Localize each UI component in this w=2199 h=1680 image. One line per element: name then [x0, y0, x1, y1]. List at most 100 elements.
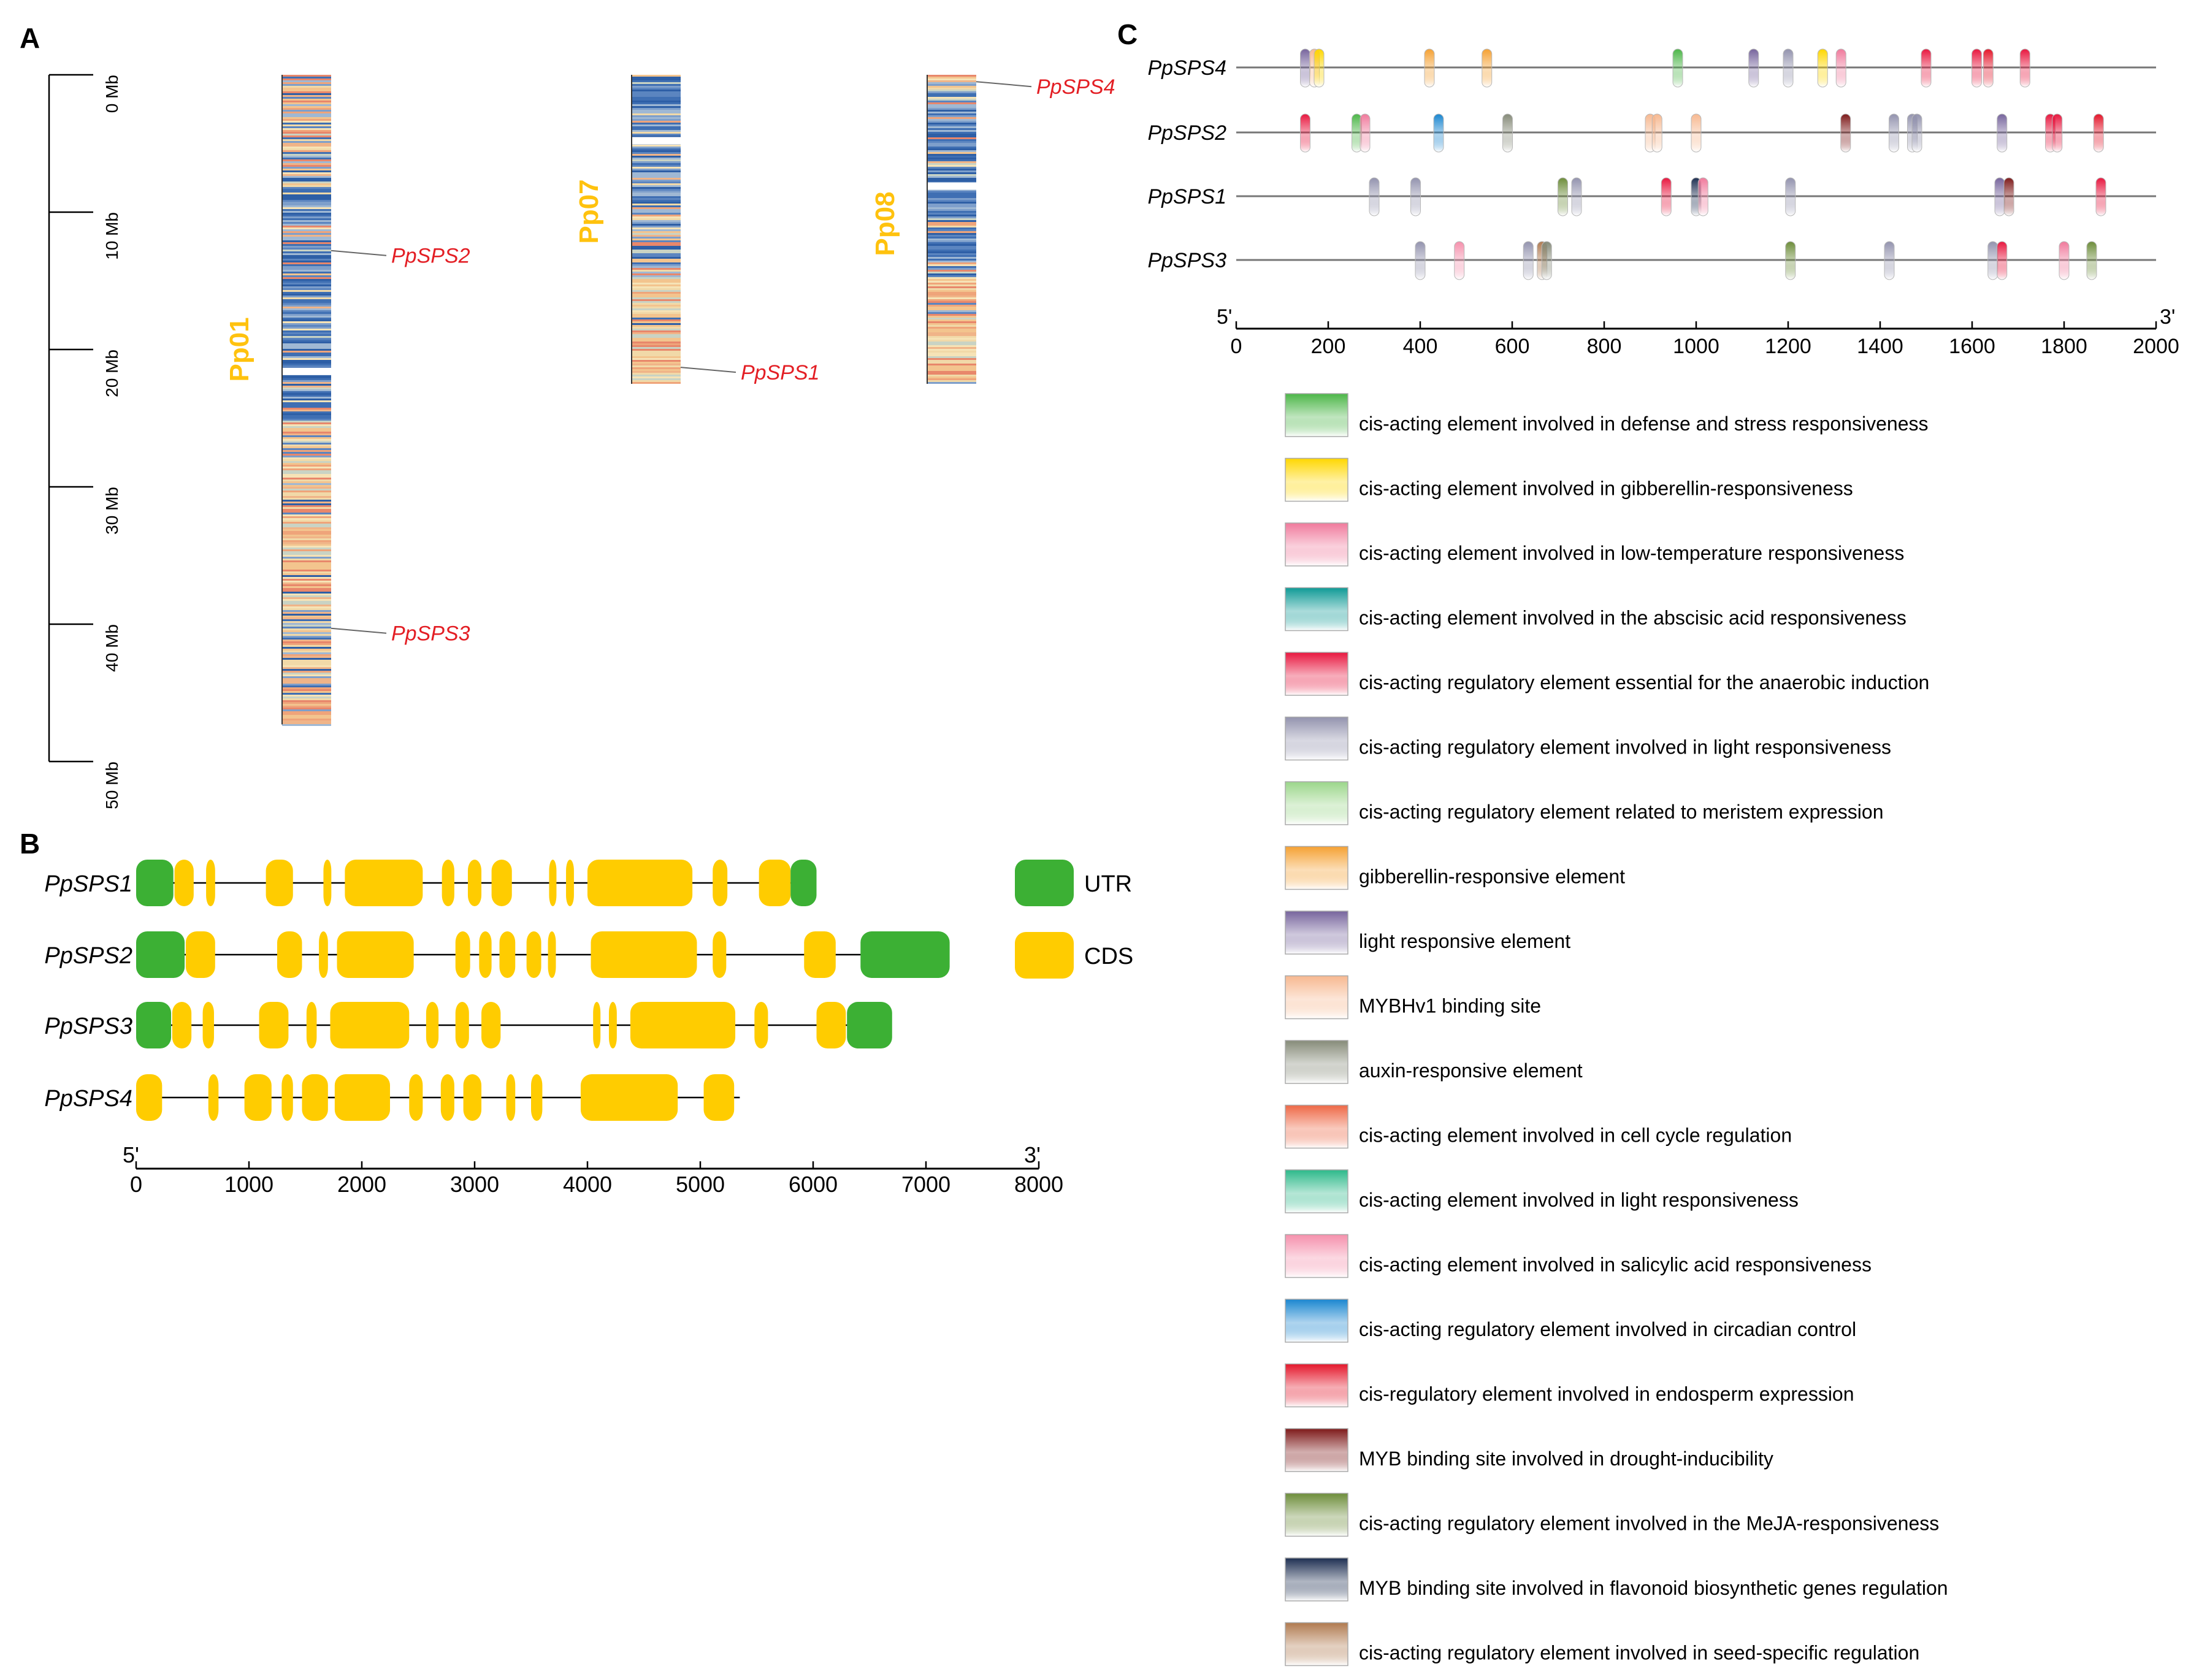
- density-band: [282, 128, 331, 130]
- density-band: [927, 281, 976, 283]
- density-band: [282, 211, 331, 213]
- density-band: [282, 305, 331, 307]
- density-band: [282, 529, 331, 531]
- density-band: [282, 413, 331, 415]
- density-band: [927, 88, 976, 90]
- density-band: [282, 408, 331, 410]
- density-band: [632, 242, 681, 244]
- density-band: [927, 259, 976, 261]
- axis-tick-label: 1600: [1949, 335, 1995, 358]
- density-band: [282, 113, 331, 115]
- density-band: [282, 250, 331, 251]
- density-band: [927, 172, 976, 174]
- density-band: [282, 207, 331, 209]
- density-band: [282, 542, 331, 544]
- density-band: [282, 290, 331, 292]
- legend-label: cis-acting element involved in salicylic…: [1359, 1254, 1872, 1276]
- axis-tick-label: 2000: [2133, 335, 2179, 358]
- density-band: [282, 130, 331, 132]
- legend-label: cis-acting element involved in defense a…: [1359, 413, 1929, 435]
- density-band: [632, 284, 681, 286]
- density-band: [282, 332, 331, 334]
- cis-element-mark: [1523, 241, 1534, 280]
- density-band: [282, 216, 331, 218]
- density-band: [927, 150, 976, 152]
- density-band: [927, 373, 976, 375]
- density-band: [927, 215, 976, 216]
- axis-tick-label: 4000: [563, 1172, 612, 1197]
- density-band: [632, 112, 681, 113]
- cis-element-mark: [1840, 113, 1851, 153]
- density-band: [927, 371, 976, 373]
- density-band: [282, 82, 331, 84]
- density-band: [282, 384, 331, 386]
- density-band: [632, 233, 681, 235]
- density-band: [927, 345, 976, 347]
- density-band: [927, 145, 976, 147]
- density-band: [632, 106, 681, 108]
- density-band: [632, 281, 681, 283]
- density-band: [282, 145, 331, 147]
- density-band: [632, 99, 681, 101]
- density-band: [282, 338, 331, 340]
- legend-entry-gib: cis-acting element involved in gibberell…: [1285, 457, 1853, 502]
- density-band: [282, 275, 331, 277]
- density-band: [282, 592, 331, 594]
- density-band: [927, 237, 976, 239]
- density-band: [632, 119, 681, 121]
- density-band: [282, 148, 331, 150]
- density-band: [927, 216, 976, 218]
- density-band: [927, 75, 976, 77]
- density-band: [282, 415, 331, 417]
- density-band: [927, 158, 976, 159]
- density-band: [282, 378, 331, 380]
- density-band: [927, 318, 976, 319]
- density-band: [282, 476, 331, 478]
- five-prime-label: 5': [123, 1142, 139, 1167]
- density-band: [927, 178, 976, 180]
- density-band: [282, 465, 331, 467]
- cds-block: [608, 1002, 617, 1048]
- density-band: [632, 229, 681, 231]
- gene-locus-line: [331, 250, 387, 256]
- legend-swatch: [1285, 1169, 1348, 1213]
- density-band: [632, 255, 681, 257]
- density-band: [632, 158, 681, 159]
- density-band: [927, 82, 976, 84]
- density-band: [632, 325, 681, 327]
- density-band: [927, 121, 976, 123]
- legend-swatch: [1285, 1299, 1348, 1343]
- density-band: [927, 354, 976, 356]
- density-band: [282, 682, 331, 684]
- density-band: [632, 176, 681, 178]
- cis-element-mark: [1997, 113, 2008, 153]
- cds-block: [481, 1002, 501, 1048]
- density-band: [282, 652, 331, 654]
- density-band: [282, 137, 331, 139]
- density-band: [632, 167, 681, 169]
- density-band: [282, 505, 331, 507]
- density-band: [282, 156, 331, 158]
- density-band: [282, 698, 331, 700]
- legend-entry-gre: gibberellin-responsive element: [1285, 846, 1625, 890]
- legend-label: UTR: [1084, 871, 1132, 897]
- density-band: [282, 691, 331, 693]
- density-band: [927, 270, 976, 272]
- density-band: [282, 463, 331, 465]
- density-band: [282, 187, 331, 189]
- density-band: [282, 123, 331, 124]
- legend-entry-defense: cis-acting element involved in defense a…: [1285, 393, 1929, 437]
- density-band: [927, 297, 976, 299]
- cds-block: [266, 860, 293, 906]
- density-band: [282, 581, 331, 582]
- density-band: [632, 124, 681, 126]
- cds-block: [306, 1002, 317, 1048]
- density-band: [632, 88, 681, 90]
- density-band: [282, 233, 331, 235]
- density-band: [282, 297, 331, 299]
- cis-element-mark: [1360, 113, 1371, 153]
- cds-block: [804, 931, 836, 978]
- density-band: [282, 391, 331, 393]
- density-band: [282, 218, 331, 220]
- density-band: [632, 323, 681, 325]
